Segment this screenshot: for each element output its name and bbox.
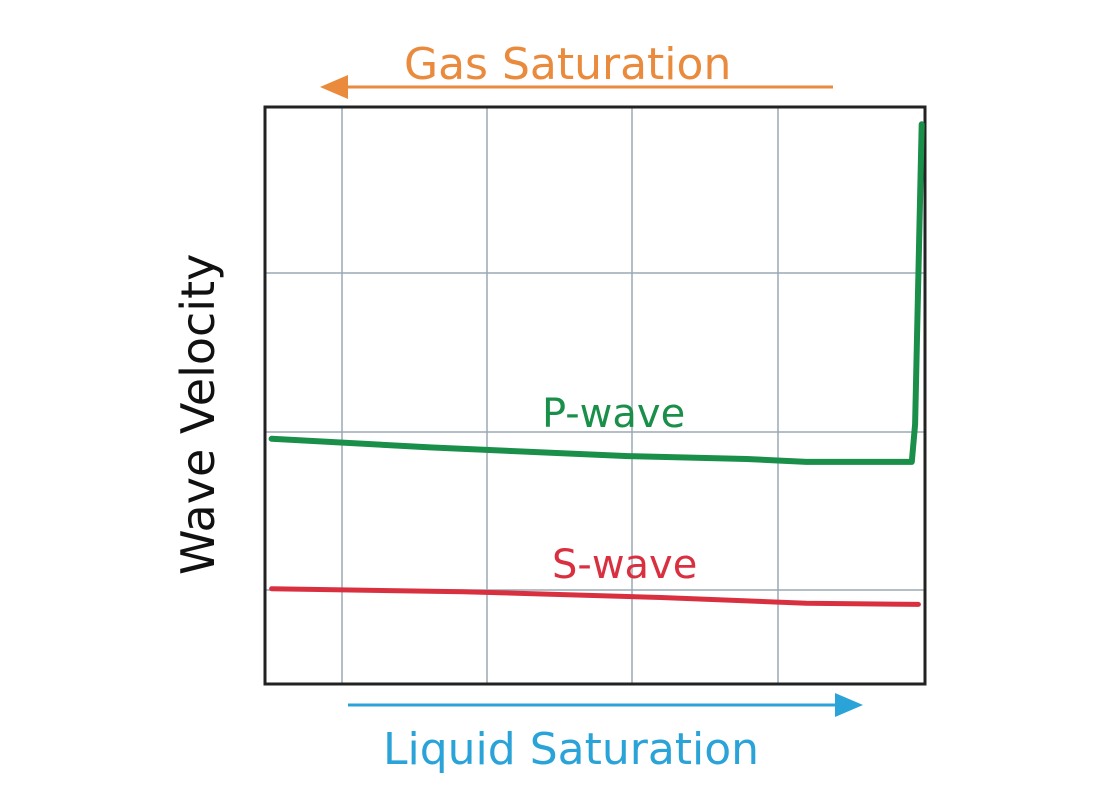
liquid-saturation-axis: Liquid Saturation	[348, 693, 863, 775]
wave-velocity-label: Wave Velocity	[171, 254, 225, 575]
p-wave-line	[268, 121, 925, 465]
s-wave-series-label: S-wave	[552, 542, 697, 588]
gas-saturation-axis: Gas Saturation	[320, 39, 833, 99]
s-wave-line	[269, 586, 921, 607]
liquid-saturation-arrow-head	[835, 693, 863, 717]
gas-saturation-arrow-head	[320, 75, 348, 99]
series-layer	[268, 121, 925, 607]
gas-saturation-label: Gas Saturation	[404, 39, 731, 90]
label-layer: P-wave S-wave	[542, 391, 697, 588]
liquid-saturation-label: Liquid Saturation	[383, 724, 759, 775]
plot-frame	[263, 105, 927, 686]
p-wave-series-label: P-wave	[542, 391, 685, 437]
